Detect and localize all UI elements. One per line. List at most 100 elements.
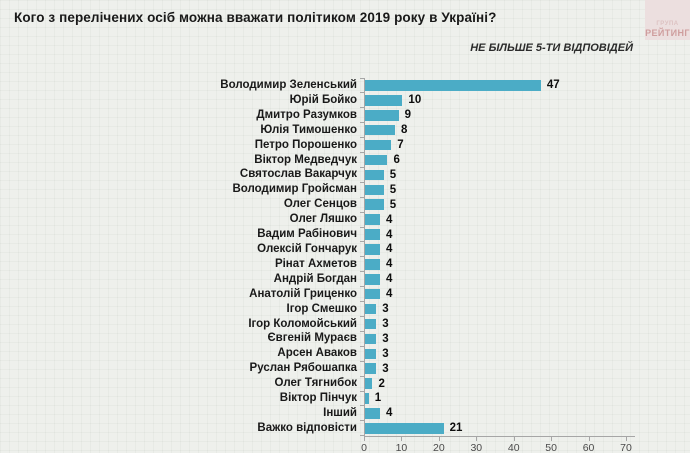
x-tick-label: 40: [507, 441, 520, 453]
bar: [365, 169, 384, 181]
category-label: Олег Сенцов: [283, 198, 357, 211]
x-tick-label: 60: [582, 441, 595, 453]
category-label: Олексій Гончарук: [257, 242, 357, 255]
bar-track: 5: [360, 182, 627, 198]
bar-track: 4: [360, 227, 627, 243]
chart-subtitle: НЕ БІЛЬШЕ 5-ТИ ВІДПОВІДЕЙ: [470, 42, 633, 54]
bar-row: Олексій Гончарук 4: [0, 241, 690, 258]
bar: [365, 139, 392, 151]
category-label: Дмитро Разумков: [256, 108, 357, 121]
value-label: 5: [389, 183, 397, 196]
bar-track: 1: [360, 391, 627, 407]
bar: [365, 259, 380, 270]
bar: [365, 199, 384, 210]
bar-row: Віктор Медведчук 6: [0, 152, 690, 168]
category-label: Святослав Вакарчук: [239, 168, 357, 181]
bar-row: Арсен Аваков 3: [0, 346, 690, 362]
bar: [365, 333, 377, 345]
bar-track: 6: [360, 152, 627, 168]
value-label: 4: [385, 243, 393, 256]
bar-row: Володимир Зеленський 47: [0, 77, 690, 94]
x-tick-mark: [626, 436, 627, 441]
value-label: 7: [397, 139, 404, 152]
bar-row: Олег Ляшко 4: [0, 212, 690, 228]
bar-row: Петро Порошенко 7: [0, 137, 690, 153]
bar: [365, 303, 377, 315]
bar-track: 2: [360, 376, 627, 392]
bar-row: Ігор Коломойський 3: [0, 316, 690, 332]
bar-track: 4: [360, 271, 627, 288]
bar: [365, 214, 380, 225]
bar-row: Анатолій Гриценко 4: [0, 286, 690, 302]
bar-track: 3: [360, 346, 627, 362]
bar-track: 3: [360, 301, 627, 317]
bar: [365, 154, 388, 166]
bar: [365, 423, 444, 434]
value-label: 3: [382, 362, 389, 375]
bar-track: 9: [360, 107, 627, 124]
bar-row: Володимир Гройсман 5: [0, 182, 690, 198]
value-label: 3: [382, 317, 389, 330]
bar-track: 5: [360, 167, 627, 183]
bar-track: 47: [360, 77, 627, 94]
x-tick-label: 20: [433, 441, 445, 453]
category-label: Руслан Рябошапка: [249, 362, 357, 375]
bar-track: 4: [360, 241, 627, 258]
value-label: 5: [389, 168, 397, 181]
bar-row: Святослав Вакарчук 5: [0, 167, 690, 183]
x-tick-mark: [513, 436, 515, 441]
x-tick-label: 0: [361, 441, 367, 453]
category-label: Петро Порошенко: [254, 138, 357, 151]
bar-track: 4: [360, 286, 627, 302]
bar-row: Інший 4: [0, 405, 690, 422]
bar: [365, 95, 403, 106]
category-label: Юлія Тимошенко: [260, 123, 357, 136]
category-label: Олег Ляшко: [289, 213, 357, 226]
category-label: Андрій Богдан: [273, 272, 357, 285]
bar-row: Олег Тягнибок 2: [0, 376, 690, 392]
x-tick-mark: [364, 436, 365, 441]
category-label: Юрій Бойко: [289, 93, 357, 106]
category-label: Віктор Пінчук: [279, 392, 357, 405]
value-label: 4: [385, 273, 393, 286]
value-label: 10: [408, 94, 422, 107]
bar: [365, 318, 377, 330]
category-label: Вадим Рабінович: [257, 228, 357, 241]
bar-track: 3: [360, 316, 627, 332]
bar-track: 3: [360, 361, 627, 377]
x-tick-label: 70: [620, 441, 632, 453]
bar-row: Юлія Тимошенко 8: [0, 122, 690, 139]
x-tick-label: 10: [395, 441, 408, 453]
bar-chart: Володимир Зеленський 47 Юрій Бойко 10 Дмитро…: [0, 77, 690, 453]
x-tick-mark: [401, 436, 403, 441]
x-tick-mark: [551, 436, 553, 441]
value-label: 5: [389, 198, 397, 211]
category-label: Інший: [323, 406, 357, 419]
bar: [365, 378, 373, 389]
logo-rating-text: РЕЙТИНГ: [645, 28, 690, 38]
bar-track: 4: [360, 212, 627, 228]
bar-row: Олег Сенцов 5: [0, 197, 690, 213]
bar: [365, 229, 380, 240]
bar: [365, 288, 380, 300]
value-label: 8: [400, 124, 408, 137]
x-axis: 0 10 20 30 40 50 60 70: [361, 435, 635, 453]
bar-track: 3: [360, 331, 627, 347]
bar-track: 4: [360, 256, 627, 273]
bar-row: Віктор Пінчук 1: [0, 391, 690, 407]
bar-row: Андрій Богдан 4: [0, 271, 690, 288]
bar-row: Важко відповісти 21: [0, 420, 690, 437]
x-tick-mark: [588, 436, 590, 441]
x-tick-mark: [476, 436, 478, 441]
bar-track: 7: [360, 137, 627, 153]
bar: [365, 363, 377, 374]
category-label: Анатолій Гриценко: [249, 287, 357, 300]
bar-row: Дмитро Разумков 9: [0, 107, 690, 124]
chart-title: Кого з перелічених осіб можна вважати по…: [14, 10, 497, 25]
value-label: 3: [382, 303, 389, 316]
bar: [365, 110, 399, 121]
value-label: 3: [382, 332, 389, 345]
bar-track: 8: [360, 122, 627, 139]
category-label: Євгеній Мураєв: [267, 332, 357, 345]
value-label: 6: [393, 153, 400, 166]
